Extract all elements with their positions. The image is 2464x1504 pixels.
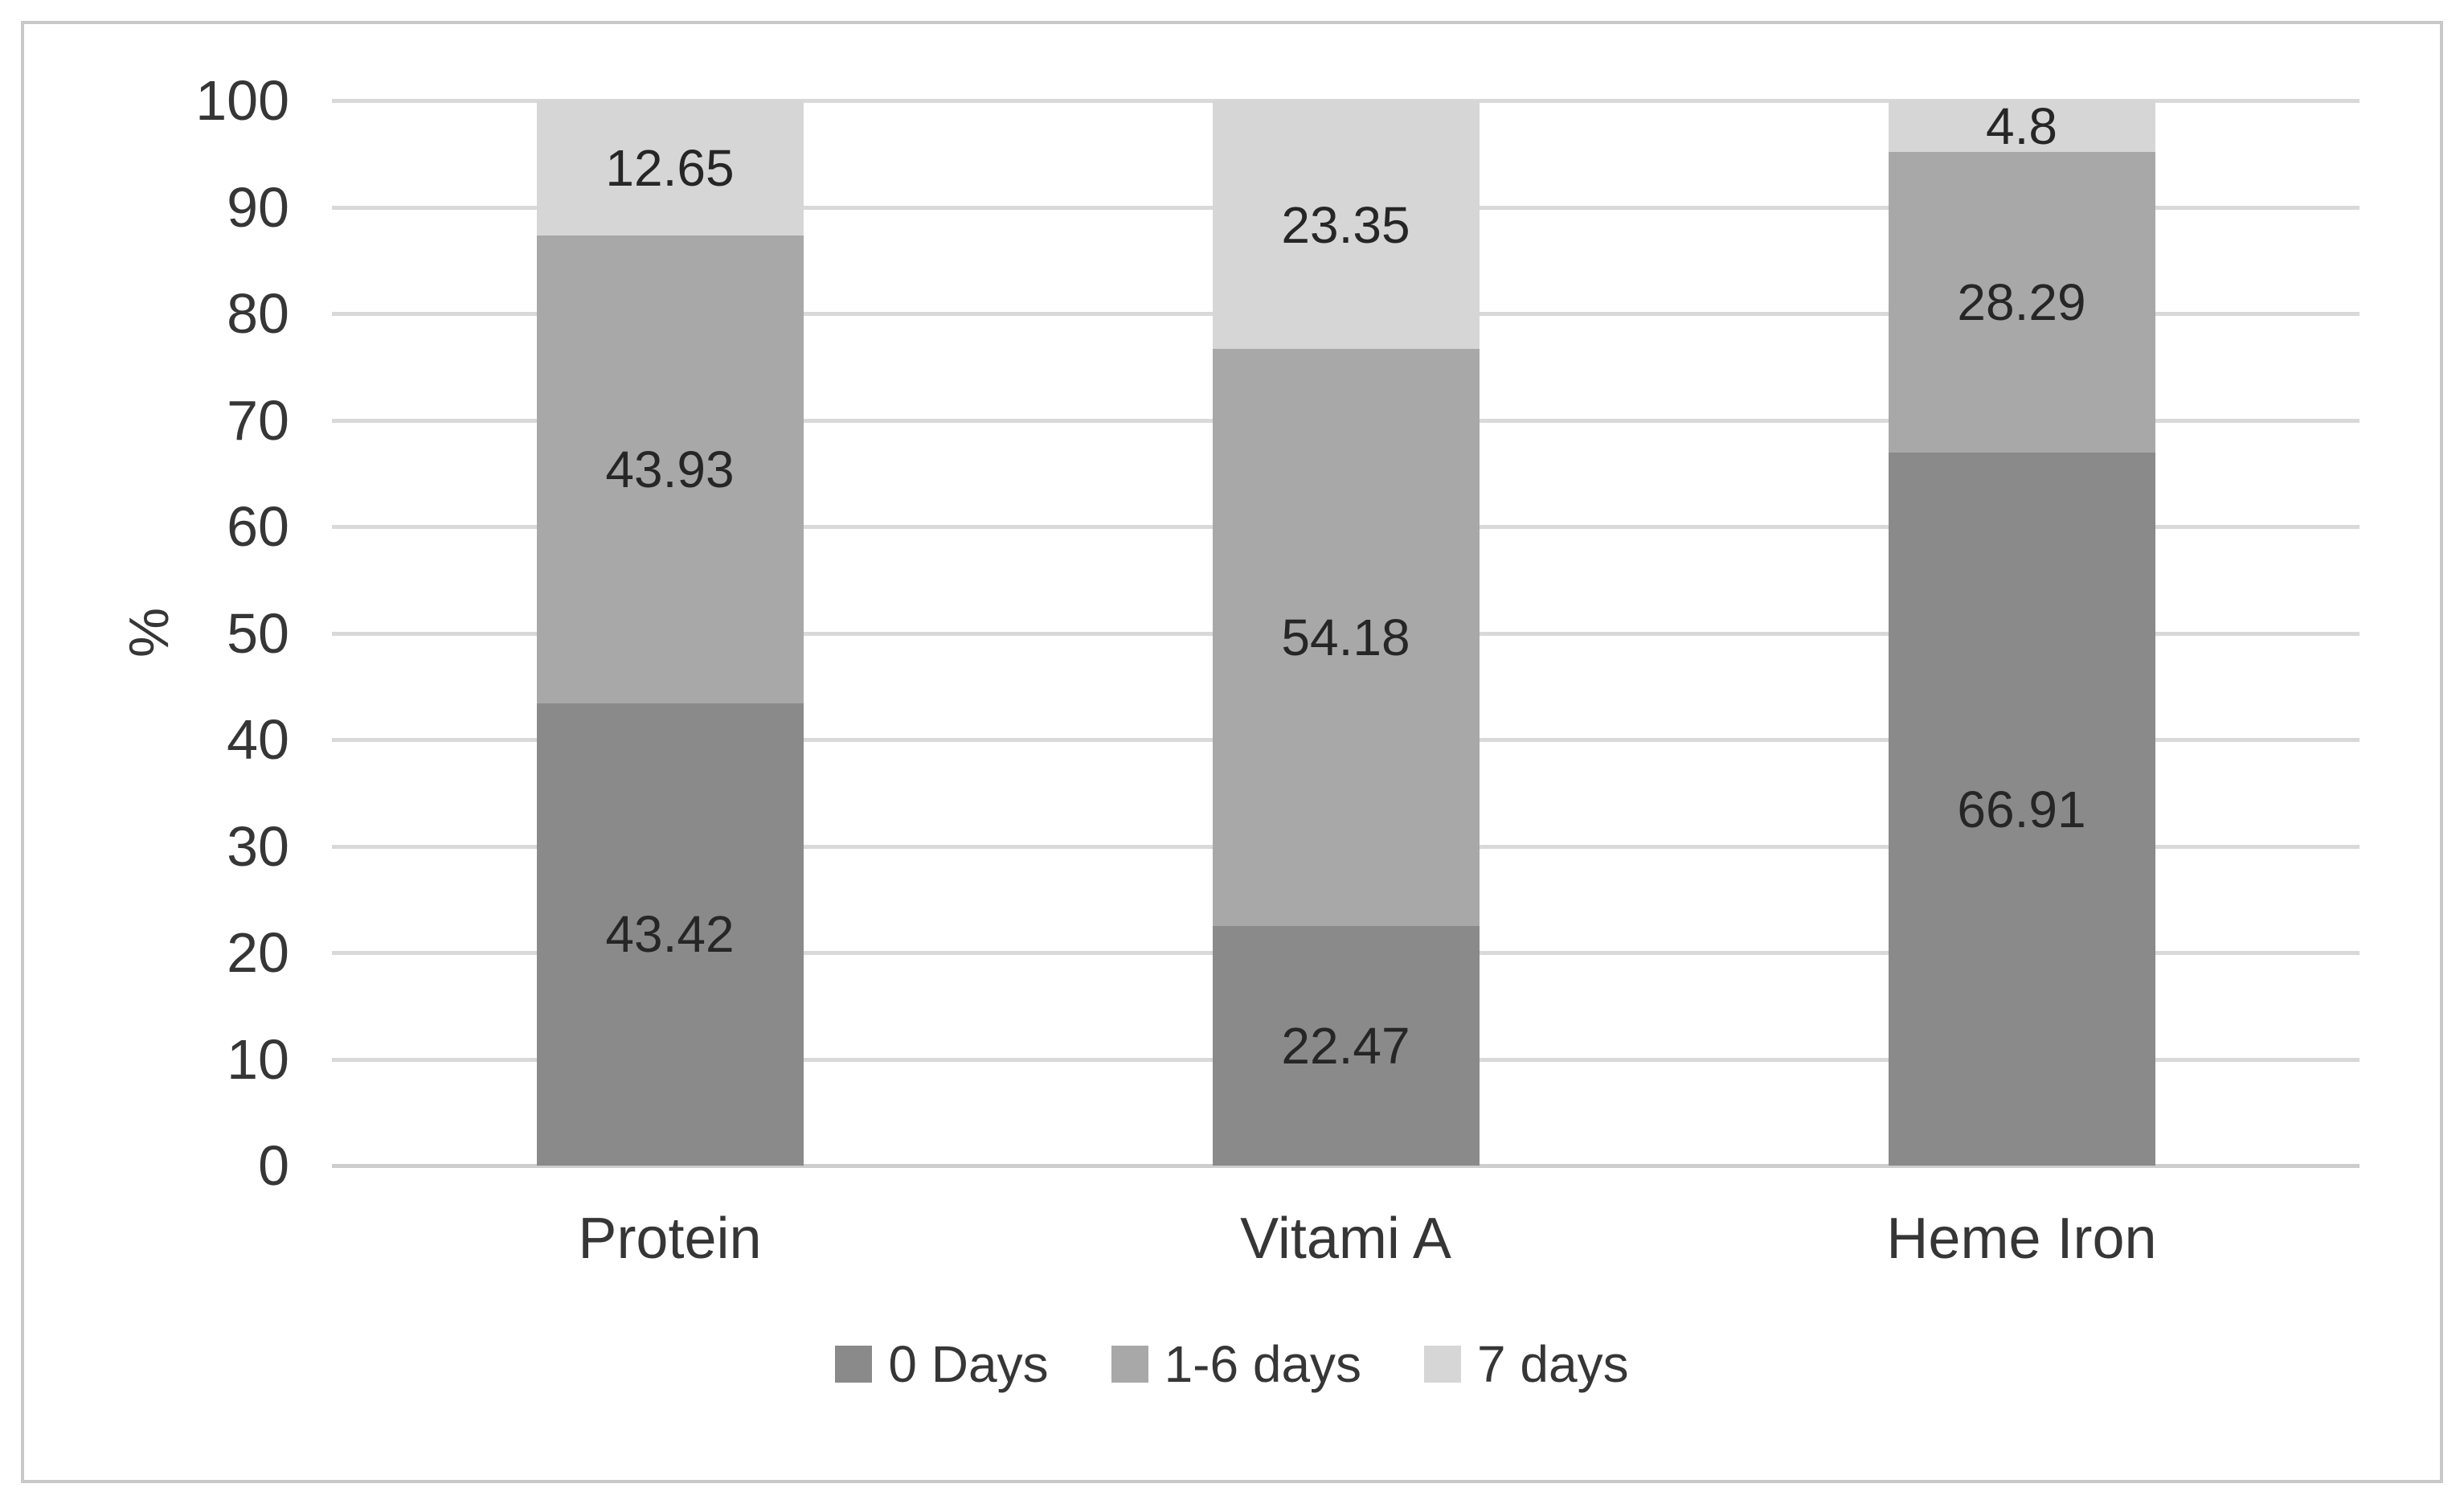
legend-item-1-6-days: 1-6 days — [1111, 1338, 1361, 1390]
y-tick-label-30: 30 — [227, 814, 289, 878]
data-label-vitami-a-1-6-days: 54.18 — [1281, 609, 1410, 667]
y-tick-label-80: 80 — [227, 282, 289, 345]
y-tick-label-10: 10 — [227, 1027, 289, 1091]
data-label-heme-iron-1-6-days: 28.29 — [1957, 273, 2086, 332]
y-tick-label-20: 20 — [227, 921, 289, 984]
x-label-vitami-a: Vitami A — [1240, 1207, 1451, 1271]
data-label-heme-iron-0-days: 66.91 — [1957, 780, 2086, 838]
y-tick-label-0: 0 — [258, 1134, 289, 1197]
legend: 0 Days 1-6 days 7 days — [0, 1338, 2464, 1390]
data-label-protein-0-days: 43.42 — [605, 905, 735, 964]
y-tick-label-100: 100 — [195, 69, 289, 132]
legend-label-7-days: 7 days — [1477, 1335, 1629, 1393]
x-axis-line — [332, 1164, 2360, 1168]
data-label-protein-1-6-days: 43.93 — [605, 440, 735, 498]
data-label-vitami-a-7-days: 23.35 — [1281, 195, 1410, 254]
x-label-heme-iron: Heme Iron — [1886, 1207, 2157, 1271]
data-label-heme-iron-7-days: 4.8 — [1986, 96, 2057, 155]
y-tick-label-90: 90 — [227, 175, 289, 239]
bar-segment-protein-1-6-days — [536, 235, 804, 703]
data-label-protein-7-days: 12.65 — [605, 138, 735, 197]
bar-segment-heme-iron-7-days — [1888, 100, 2155, 152]
legend-item-7-days: 7 days — [1424, 1338, 1629, 1390]
bar-segment-vitami-a-0-days — [1212, 926, 1480, 1166]
y-tick-label-60: 60 — [227, 495, 289, 558]
bar-segment-protein-7-days — [536, 100, 804, 236]
legend-swatch-7-days — [1424, 1346, 1462, 1383]
bar-segment-protein-0-days — [536, 703, 804, 1166]
legend-item-0-days: 0 Days — [835, 1335, 1049, 1393]
y-tick-label-50: 50 — [227, 601, 289, 665]
bar-segment-vitami-a-7-days — [1212, 100, 1480, 350]
bar-segment-heme-iron-0-days — [1888, 453, 2155, 1166]
legend-swatch-1-6-days — [1111, 1346, 1148, 1383]
legend-swatch-0-days — [835, 1346, 873, 1383]
legend-label-0-days: 0 Days — [888, 1335, 1049, 1393]
y-tick-label-70: 70 — [227, 388, 289, 452]
plot-area: 43.42 43.93 12.65 22.47 54.18 23.35 66.91 28.29… — [332, 96, 2360, 1168]
x-label-protein: Protein — [578, 1207, 762, 1271]
bar-segment-vitami-a-1-6-days — [1212, 349, 1480, 927]
bar-segment-heme-iron-1-6-days — [1888, 151, 2155, 453]
data-label-vitami-a-0-days: 22.47 — [1281, 1017, 1410, 1076]
y-tick-label-40: 40 — [227, 708, 289, 771]
legend-label-1-6-days: 1-6 days — [1164, 1335, 1362, 1393]
